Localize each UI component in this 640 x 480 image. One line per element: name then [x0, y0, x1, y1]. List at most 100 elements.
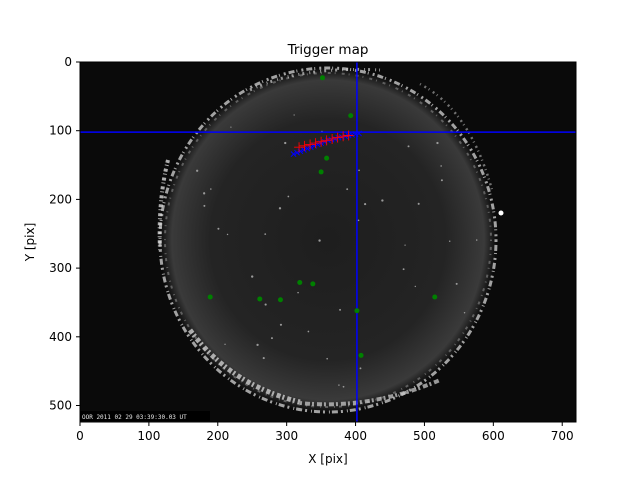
green-point — [319, 75, 325, 81]
star-dot — [196, 169, 199, 172]
star-dot — [210, 188, 212, 190]
sky-horizon-inner-ring — [164, 72, 492, 408]
y-axis-label: Y [pix] — [23, 223, 37, 263]
star-dot — [414, 285, 416, 288]
star-dot — [256, 343, 259, 347]
star-dot — [407, 145, 410, 148]
green-point — [432, 294, 438, 300]
x-axis: 0 100 200 300 400 500 600 700 — [76, 422, 574, 443]
y-tick-label: 200 — [49, 192, 72, 206]
star-dot — [297, 291, 299, 294]
chart-title: Trigger map — [287, 42, 369, 58]
star-dot — [279, 323, 283, 326]
x-tick-label: 300 — [275, 429, 298, 443]
star-dot — [264, 303, 267, 306]
star-dot — [217, 227, 220, 230]
star-dot — [448, 240, 451, 242]
star-dot — [436, 141, 439, 145]
star-dot — [417, 202, 420, 205]
x-tick-label: 100 — [137, 429, 160, 443]
star-dot — [264, 233, 267, 235]
star-dot — [404, 244, 406, 246]
star-dot — [381, 199, 384, 202]
crosshair — [80, 62, 576, 422]
x-axis-label: X [pix] — [308, 452, 347, 466]
axes-frame — [79, 61, 577, 423]
plot-area: OOR 2011 02 29 03:39:30.03 UT — [80, 62, 576, 422]
green-point — [324, 155, 330, 161]
green-point — [348, 113, 354, 119]
star-dot — [226, 233, 229, 236]
blue-x-point — [290, 151, 297, 158]
star-dot — [203, 204, 206, 207]
timestamp-overlay: OOR 2011 02 29 03:39:30.03 UT — [82, 414, 187, 421]
red-plus-point — [310, 138, 321, 149]
red-plus-point — [327, 133, 338, 144]
red-plus-point — [321, 135, 332, 146]
star-dot — [284, 141, 287, 145]
sky-circle — [160, 68, 496, 412]
red-plus-point — [332, 132, 343, 143]
star-dot — [440, 165, 442, 167]
star-dot — [402, 268, 405, 271]
green-point — [207, 294, 213, 300]
red-plus-point — [343, 130, 354, 141]
green-point — [257, 296, 263, 302]
star-dot — [440, 179, 443, 182]
star-dot — [455, 282, 458, 285]
star-dot — [278, 207, 282, 210]
blue-x-point — [300, 146, 307, 153]
star-dot — [359, 367, 362, 370]
star-dot — [338, 384, 340, 386]
green-point — [297, 280, 303, 286]
horizon-lights-bottom — [299, 378, 441, 407]
horizon-lights-top — [249, 67, 381, 92]
red-plus-point — [305, 139, 316, 150]
x-tick-label: 0 — [76, 429, 84, 443]
horizon-lights-bottom-left — [187, 328, 301, 405]
y-tick-label: 300 — [49, 261, 72, 275]
star-dot — [307, 330, 310, 333]
star-dot — [339, 308, 341, 311]
x-tick-label: 700 — [551, 429, 574, 443]
star-dot — [318, 239, 321, 242]
star-dot — [326, 357, 328, 360]
star-dot — [224, 343, 226, 346]
background-stars — [196, 114, 478, 388]
red-plus-point — [338, 131, 349, 142]
y-tick-label: 100 — [49, 124, 72, 138]
red-plus-point — [294, 142, 305, 153]
y-tick-label: 500 — [49, 399, 72, 413]
y-tick-label: 0 — [64, 55, 72, 69]
bright-star — [498, 210, 504, 216]
series-green-markers — [207, 75, 438, 358]
star-dot — [475, 239, 478, 241]
star-dot — [346, 188, 349, 191]
green-point — [354, 308, 360, 314]
red-plus-point — [299, 140, 310, 151]
x-tick-label: 600 — [482, 429, 505, 443]
star-dot — [293, 114, 295, 116]
blue-x-point — [304, 145, 311, 152]
star-dot — [364, 202, 367, 206]
y-axis: 0 100 200 300 400 500 — [49, 55, 80, 413]
timestamp-strip — [80, 411, 210, 421]
series-layer — [207, 75, 438, 358]
star-dot — [270, 337, 273, 340]
sky-horizon-ring — [158, 66, 498, 414]
series-red-fit — [294, 130, 354, 153]
star-dot — [357, 219, 360, 222]
red-plus-point — [316, 136, 327, 147]
star-dot — [287, 195, 290, 198]
green-point — [310, 281, 316, 287]
star-dot — [230, 126, 232, 128]
star-dot — [203, 192, 206, 195]
x-tick-label: 500 — [413, 429, 436, 443]
star-dot — [358, 169, 360, 172]
star-dot — [251, 275, 254, 278]
x-tick-label: 200 — [206, 429, 229, 443]
star-dot — [262, 357, 265, 360]
y-tick-label: 400 — [49, 330, 72, 344]
green-point — [318, 169, 324, 175]
